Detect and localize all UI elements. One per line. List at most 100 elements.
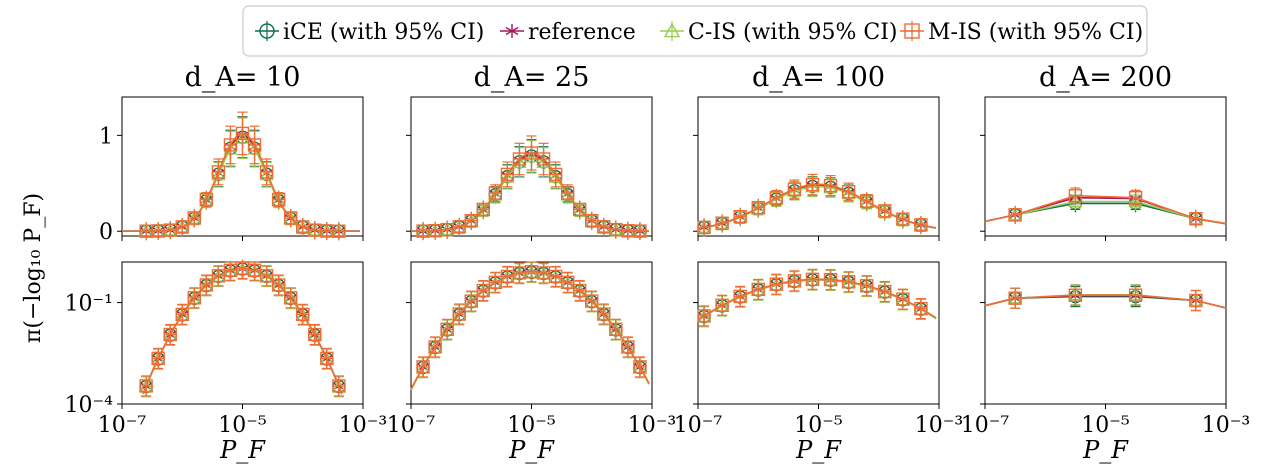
data-point <box>597 303 611 325</box>
y-tick-label: 10⁻¹ <box>65 292 113 317</box>
chart-panel-6: 10⁻⁷ 10⁻⁵ 10⁻³ P_F <box>387 261 676 464</box>
data-point <box>259 265 274 287</box>
data-point <box>308 323 322 346</box>
series-MIS <box>139 259 346 397</box>
series-MIS <box>984 284 1227 312</box>
data-point <box>500 265 515 288</box>
data-point <box>271 190 286 209</box>
data-point <box>787 270 802 292</box>
plot-frame <box>121 261 364 405</box>
data-point <box>896 210 910 229</box>
data-point <box>769 188 784 207</box>
data-point <box>151 221 165 240</box>
data-point <box>841 271 856 293</box>
legend-label: M-IS (with 95% CI) <box>928 20 1143 45</box>
data-point <box>621 221 635 240</box>
chart-panel-5: 10⁻¹ 10⁻⁴10⁻⁷ 10⁻⁵ 10⁻³ P_F <box>65 259 387 464</box>
data-point <box>199 274 214 296</box>
data-point <box>1128 284 1143 306</box>
x-tick-label: 10⁻³ <box>915 413 963 438</box>
data-point <box>860 275 874 297</box>
data-point <box>524 135 539 171</box>
data-point <box>199 190 214 209</box>
data-point <box>697 218 711 237</box>
series-MIS <box>697 173 937 237</box>
data-point <box>823 175 838 197</box>
panel-title: d_A= 100 <box>752 62 885 93</box>
data-point <box>332 222 346 241</box>
panel-title: d_A= 10 <box>185 62 301 93</box>
data-point <box>860 192 874 211</box>
data-point <box>536 142 551 176</box>
panel-title: d_A= 200 <box>1039 62 1172 93</box>
data-point <box>733 207 747 226</box>
data-point <box>235 259 250 280</box>
data-point <box>1128 188 1143 207</box>
data-point <box>284 208 298 227</box>
data-point <box>175 217 189 236</box>
data-point <box>751 278 765 301</box>
data-point <box>271 274 286 296</box>
chart-panel-7: 10⁻⁷ 10⁻⁵ 10⁻³ P_F <box>674 261 963 464</box>
series-line <box>122 132 360 232</box>
series-line <box>122 136 360 232</box>
data-point <box>332 375 346 397</box>
data-point <box>914 215 928 234</box>
data-point <box>296 303 310 325</box>
series-line <box>122 134 360 232</box>
legend-label: iCE (with 95% CI) <box>283 20 484 45</box>
data-point <box>139 222 153 241</box>
data-point <box>488 184 503 203</box>
data-point <box>476 279 490 302</box>
y-tick-label: 1 <box>99 124 113 149</box>
data-point <box>284 287 298 309</box>
data-point <box>805 173 820 196</box>
data-point <box>187 208 202 227</box>
data-point <box>247 125 262 165</box>
legend-entry: C-IS (with 95% CI) <box>660 20 897 45</box>
data-point <box>464 290 478 312</box>
x-tick-label: 10⁻⁷ <box>387 413 436 438</box>
data-point <box>223 261 238 281</box>
data-point <box>914 298 928 320</box>
data-point <box>787 179 802 199</box>
data-point <box>512 142 527 176</box>
y-tick-label: 0 <box>99 220 113 245</box>
data-point <box>223 125 238 165</box>
plot-frame <box>984 261 1227 405</box>
series-MIS <box>411 135 650 241</box>
x-tick-label: 10⁻⁵ <box>507 413 555 438</box>
data-point <box>139 375 153 397</box>
y-tick-label: 10⁻⁴ <box>65 393 114 418</box>
series-MIS <box>984 186 1227 228</box>
data-point <box>247 261 262 281</box>
x-axis-label: P_F <box>1082 436 1129 464</box>
chart-panel-4: d_A= 200 <box>980 62 1227 241</box>
data-point <box>500 161 515 188</box>
data-point <box>1189 209 1203 228</box>
data-point <box>560 271 575 293</box>
series-line <box>411 155 649 232</box>
data-point <box>163 323 177 346</box>
legend-label: reference <box>528 20 636 45</box>
data-point <box>464 211 478 230</box>
data-point <box>573 279 587 302</box>
series-line <box>984 194 1227 225</box>
data-point <box>211 158 226 186</box>
data-point <box>512 262 527 284</box>
data-point <box>211 265 226 287</box>
series-MIS <box>122 111 360 241</box>
data-point <box>823 269 838 291</box>
data-point <box>259 158 274 186</box>
data-point <box>163 221 177 240</box>
data-point <box>428 221 442 240</box>
data-point <box>536 262 551 284</box>
panel-title: d_A= 25 <box>474 62 590 93</box>
x-tick-label: 10⁻⁷ <box>674 413 723 438</box>
data-point <box>1008 287 1022 309</box>
legend-frame <box>242 5 1148 57</box>
x-tick-label: 10⁻⁷ <box>961 413 1010 438</box>
data-point <box>440 220 454 239</box>
data-point <box>1068 284 1083 306</box>
